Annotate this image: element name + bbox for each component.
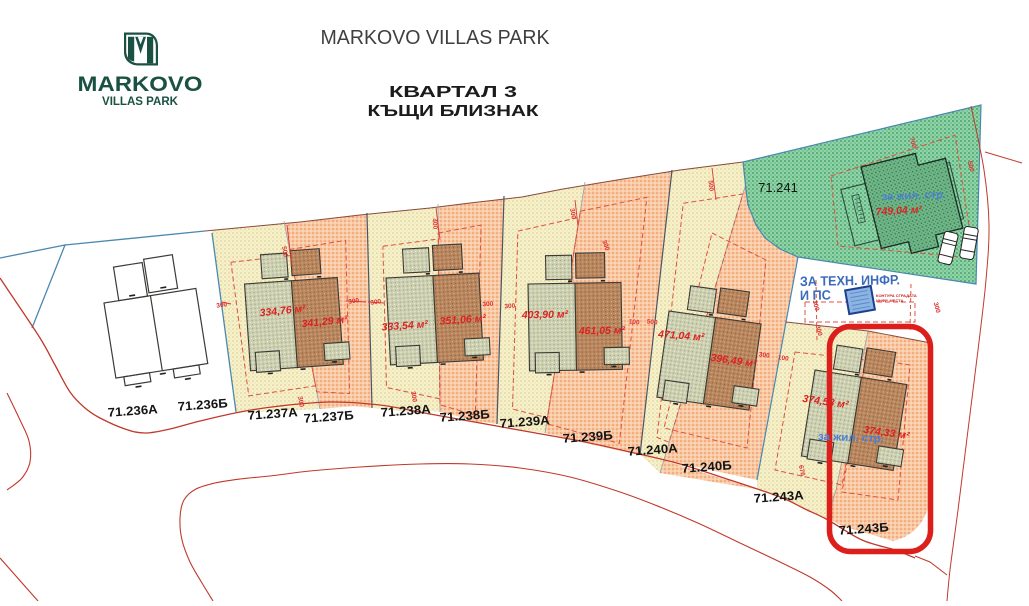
svg-text:749,04 м²: 749,04 м² [875, 204, 922, 218]
svg-text:71.241: 71.241 [758, 180, 798, 195]
svg-text:И ПС: И ПС [800, 287, 831, 303]
svg-text:КЪЩИ БЛИЗНАК: КЪЩИ БЛИЗНАК [368, 103, 540, 120]
svg-text:471,04 м²: 471,04 м² [657, 328, 706, 343]
svg-text:71.237А: 71.237А [247, 405, 298, 422]
svg-text:71.239А: 71.239А [499, 413, 550, 430]
svg-text:400: 400 [430, 218, 438, 230]
svg-text:MARKOVO VILLAS PARK: MARKOVO VILLAS PARK [321, 26, 550, 49]
svg-text:VILLAS PARK: VILLAS PARK [102, 94, 178, 108]
svg-text:500: 500 [706, 180, 714, 192]
svg-text:334,76 м²: 334,76 м² [259, 303, 307, 320]
svg-text:ЗА ТЕХН. ИНФР.: ЗА ТЕХН. ИНФР. [800, 272, 900, 289]
svg-text:500: 500 [646, 318, 658, 326]
svg-text:300: 300 [932, 301, 942, 314]
svg-text:71.240Б: 71.240Б [681, 458, 732, 475]
svg-text:КВАРТАЛ 3: КВАРТАЛ 3 [389, 84, 518, 101]
svg-text:100: 100 [777, 354, 789, 362]
svg-text:за жил. стр.: за жил. стр. [882, 189, 946, 203]
svg-text:71.240А: 71.240А [627, 441, 678, 458]
svg-text:500: 500 [966, 160, 976, 173]
svg-text:71.238А: 71.238А [380, 402, 431, 419]
svg-text:300: 300 [504, 303, 516, 311]
svg-text:300: 300 [811, 299, 821, 312]
svg-text:71.236Б: 71.236Б [177, 396, 228, 413]
svg-text:300: 300 [568, 208, 577, 220]
svg-text:71.239Б: 71.239Б [562, 428, 613, 445]
svg-text:300: 300 [814, 324, 824, 337]
svg-text:300: 300 [296, 396, 305, 408]
svg-text:71.243Б: 71.243Б [838, 520, 889, 537]
svg-text:300: 300 [600, 239, 610, 252]
svg-text:500: 500 [280, 246, 289, 258]
svg-text:300: 300 [482, 301, 494, 309]
svg-text:71.238Б: 71.238Б [439, 407, 490, 424]
svg-text:461,05 м²: 461,05 м² [578, 325, 626, 338]
svg-text:100: 100 [628, 318, 640, 326]
svg-text:300: 300 [758, 351, 770, 359]
svg-text:MARKOVO: MARKOVO [78, 73, 203, 96]
svg-text:71.236А: 71.236А [107, 402, 158, 419]
svg-text:300: 300 [216, 301, 228, 309]
svg-text:676: 676 [797, 465, 806, 477]
svg-text:за жил. стр.: за жил. стр. [818, 431, 884, 445]
svg-text:403,90 м²: 403,90 м² [521, 309, 569, 322]
svg-text:КОНТУРА СГРАДАТА: КОНТУРА СГРАДАТА [876, 293, 917, 298]
svg-text:71.237Б: 71.237Б [303, 408, 354, 425]
svg-text:300: 300 [409, 391, 418, 403]
svg-text:700: 700 [908, 136, 918, 149]
svg-text:341,29 м²: 341,29 м² [301, 314, 349, 331]
svg-text:333,54 м²: 333,54 м² [381, 318, 429, 333]
svg-text:71.243А: 71.243А [753, 488, 804, 505]
svg-text:ИНФР. МЕСТА: ИНФР. МЕСТА [876, 298, 903, 303]
svg-text:351,06 м²: 351,06 м² [439, 312, 487, 327]
